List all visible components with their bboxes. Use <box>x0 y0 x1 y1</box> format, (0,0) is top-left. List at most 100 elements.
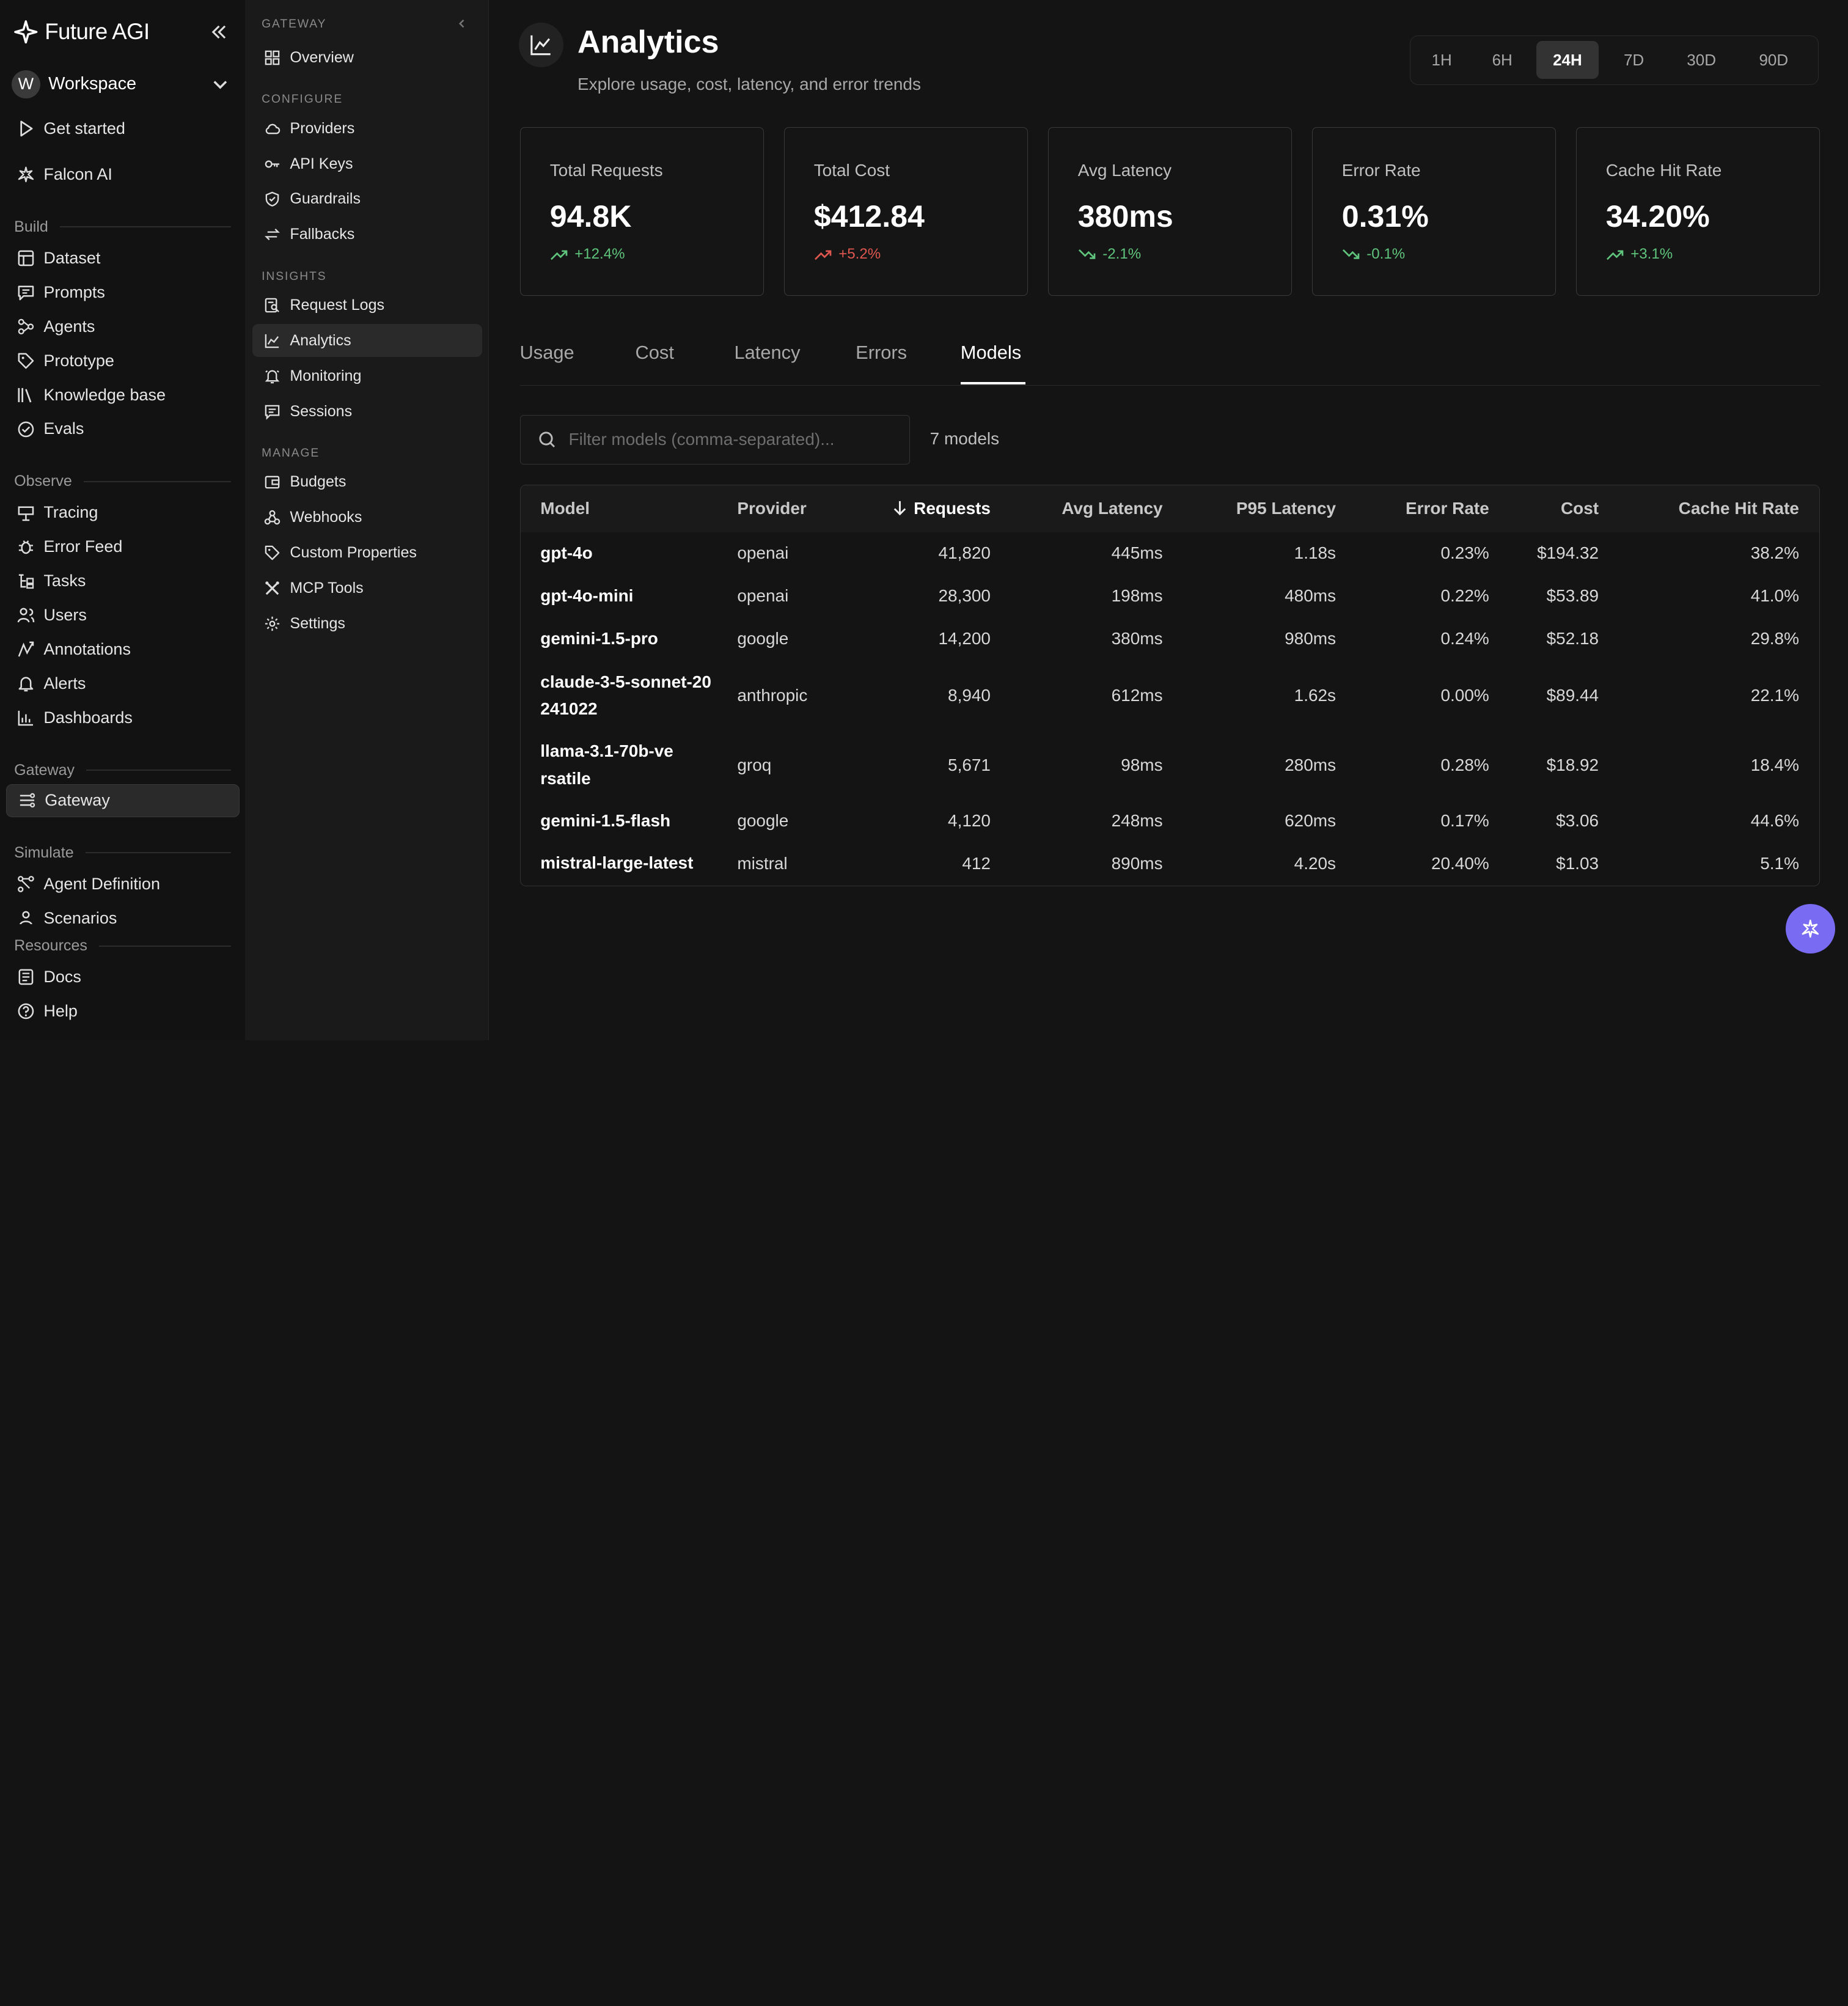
subnav-item-custom-properties[interactable]: Custom Properties <box>264 540 417 565</box>
column-header-p95-latency[interactable]: P95 Latency <box>1182 485 1356 532</box>
nodes-icon <box>18 876 34 892</box>
model-filter-input[interactable] <box>568 430 899 450</box>
subnav-item-guardrails[interactable]: Guardrails <box>264 186 361 212</box>
cell-avg-latency: 890ms <box>1111 853 1163 873</box>
models-table: Model Provider Requests Avg Latency P95 … <box>519 484 1820 887</box>
main-sidebar: Future AGI W Workspace Get started Falco… <box>0 0 246 1040</box>
sidebar-item-annotations[interactable]: Annotations <box>16 636 131 662</box>
sidebar-item-agent-definition[interactable]: Agent Definition <box>16 871 160 897</box>
app-logo[interactable]: Future AGI <box>14 19 150 45</box>
sidebar-item-alerts[interactable]: Alerts <box>16 671 86 696</box>
column-header-model[interactable]: Model <box>520 485 738 532</box>
sidebar-item-agents[interactable]: Agents <box>16 314 95 339</box>
cell-provider: openai <box>737 586 789 605</box>
sidebar-item-error-feed[interactable]: Error Feed <box>16 534 122 560</box>
sidebar-item-knowledge-base[interactable]: Knowledge base <box>16 382 166 408</box>
cell-error-rate: 0.24% <box>1440 629 1489 648</box>
sidebar-item-help[interactable]: Help <box>16 999 78 1024</box>
cell-error-rate: 0.22% <box>1440 586 1489 605</box>
table-row[interactable]: gpt-4o-mini openai 28,300 198ms 480ms 0.… <box>521 575 1819 617</box>
falcon-icon <box>1802 919 1819 938</box>
subnav-item-overview[interactable]: Overview <box>264 45 354 70</box>
sidebar-item-get-started[interactable]: Get started <box>16 116 125 141</box>
subnav-item-request-logs[interactable]: Request Logs <box>264 292 384 318</box>
sidebar-item-dataset[interactable]: Dataset <box>16 245 100 271</box>
docs-icon <box>18 969 34 985</box>
message-icon <box>18 285 34 301</box>
sidebar-item-gateway[interactable]: Gateway <box>18 787 110 813</box>
range-button-30d[interactable]: 30D <box>1687 50 1716 69</box>
sidebar-item-scenarios[interactable]: Scenarios <box>16 905 117 924</box>
range-button-7d[interactable]: 7D <box>1623 50 1645 69</box>
column-header-error-rate[interactable]: Error Rate <box>1355 485 1509 532</box>
tab-cost[interactable]: Cost <box>635 342 674 364</box>
line-chart-icon <box>530 35 551 56</box>
column-header-avg-latency[interactable]: Avg Latency <box>1010 485 1183 532</box>
table-row[interactable]: mistral-large-latest mistral 412 890ms 4… <box>521 842 1819 884</box>
sidebar-item-users[interactable]: Users <box>16 603 87 628</box>
assistant-fab-button[interactable] <box>1785 904 1835 954</box>
range-button-6h[interactable]: 6H <box>1492 50 1513 69</box>
subnav-item-api-keys[interactable]: API Keys <box>264 151 353 177</box>
sidebar-item-prompts[interactable]: Prompts <box>16 279 105 305</box>
cell-model: gpt-4o-mini <box>540 586 634 605</box>
sidebar-item-docs[interactable]: Docs <box>16 964 81 990</box>
kpi-card-total-requests: Total Requests 94.8K +12.4% <box>519 127 764 296</box>
table-row[interactable]: claude-3-5-sonnet-20241022 anthropic 8,9… <box>521 661 1819 730</box>
double-chevron-left-icon <box>211 25 226 39</box>
tab-models[interactable]: Models <box>960 342 1022 364</box>
subnav-item-monitoring[interactable]: Monitoring <box>264 363 361 389</box>
table-row[interactable]: llama-3.1-70b-versatile groq 5,671 98ms … <box>521 730 1819 800</box>
subnav-item-sessions[interactable]: Sessions <box>264 399 352 424</box>
tab-latency[interactable]: Latency <box>734 342 801 364</box>
trend-up-icon <box>814 250 832 260</box>
table-row[interactable]: gemini-1.5-pro google 14,200 380ms 980ms… <box>521 617 1819 661</box>
sidebar-item-evals[interactable]: Evals <box>16 416 84 442</box>
range-button-90d[interactable]: 90D <box>1759 50 1789 69</box>
collapse-sidebar-button[interactable] <box>207 20 231 44</box>
range-button-24h[interactable]: 24H <box>1536 41 1599 79</box>
subnav-item-budgets[interactable]: Budgets <box>264 469 346 495</box>
sidebar-item-tasks[interactable]: Tasks <box>16 568 86 594</box>
sidebar-item-tracing[interactable]: Tracing <box>16 500 98 526</box>
table-row[interactable]: gemini-1.5-flash google 4,120 248ms 620m… <box>521 800 1819 842</box>
table-row[interactable]: gpt-4o openai 41,820 445ms 1.18s 0.23% $… <box>521 532 1819 575</box>
tab-usage[interactable]: Usage <box>519 342 574 364</box>
column-header-requests[interactable]: Requests <box>867 485 1011 532</box>
subnav-item-settings[interactable]: Settings <box>264 611 345 636</box>
kpi-value: 380ms <box>1077 199 1173 233</box>
sidebar-item-label: Get started <box>43 119 125 138</box>
kpi-delta: +5.2% <box>814 246 881 263</box>
cell-requests: 5,671 <box>948 755 991 774</box>
chevron-down-icon <box>213 80 227 89</box>
cell-avg-latency: 445ms <box>1111 543 1163 563</box>
column-header-cache-hit-rate[interactable]: Cache Hit Rate <box>1618 485 1819 532</box>
sidebar-item-falcon-ai[interactable]: Falcon AI <box>16 161 112 187</box>
sidebar-item-dashboards[interactable]: Dashboards <box>16 705 133 730</box>
subnav-item-analytics[interactable]: Analytics <box>264 328 351 353</box>
tab-errors[interactable]: Errors <box>856 342 908 364</box>
subnav-item-label: Sessions <box>290 402 353 420</box>
cell-error-rate: 0.28% <box>1440 755 1489 774</box>
subnav-item-fallbacks[interactable]: Fallbacks <box>264 222 354 248</box>
chevron-left-icon[interactable] <box>456 18 468 29</box>
range-button-1h[interactable]: 1H <box>1431 50 1452 69</box>
column-header-cost[interactable]: Cost <box>1509 485 1619 532</box>
subnav-item-webhooks[interactable]: Webhooks <box>264 504 362 530</box>
gear-icon <box>265 616 280 631</box>
kpi-label: Cache Hit Rate <box>1605 161 1722 180</box>
workspace-switcher[interactable]: W Workspace <box>12 68 233 100</box>
kpi-label: Total Cost <box>813 161 890 180</box>
cell-provider: mistral <box>737 853 788 873</box>
sidebar-item-prototype[interactable]: Prototype <box>16 348 114 373</box>
cell-cache-hit-rate: 38.2% <box>1750 543 1799 563</box>
bell-ring-icon <box>265 370 280 383</box>
column-header-provider[interactable]: Provider <box>737 485 867 532</box>
cell-model: mistral-large-latest <box>540 853 694 873</box>
sidebar-item-label: Alerts <box>43 674 86 693</box>
cell-requests: 8,940 <box>948 685 991 705</box>
subnav-item-providers[interactable]: Providers <box>264 116 354 141</box>
kpi-value: $412.84 <box>813 199 925 233</box>
subnav-item-mcp-tools[interactable]: MCP Tools <box>264 575 364 601</box>
grid-icon <box>265 50 280 65</box>
